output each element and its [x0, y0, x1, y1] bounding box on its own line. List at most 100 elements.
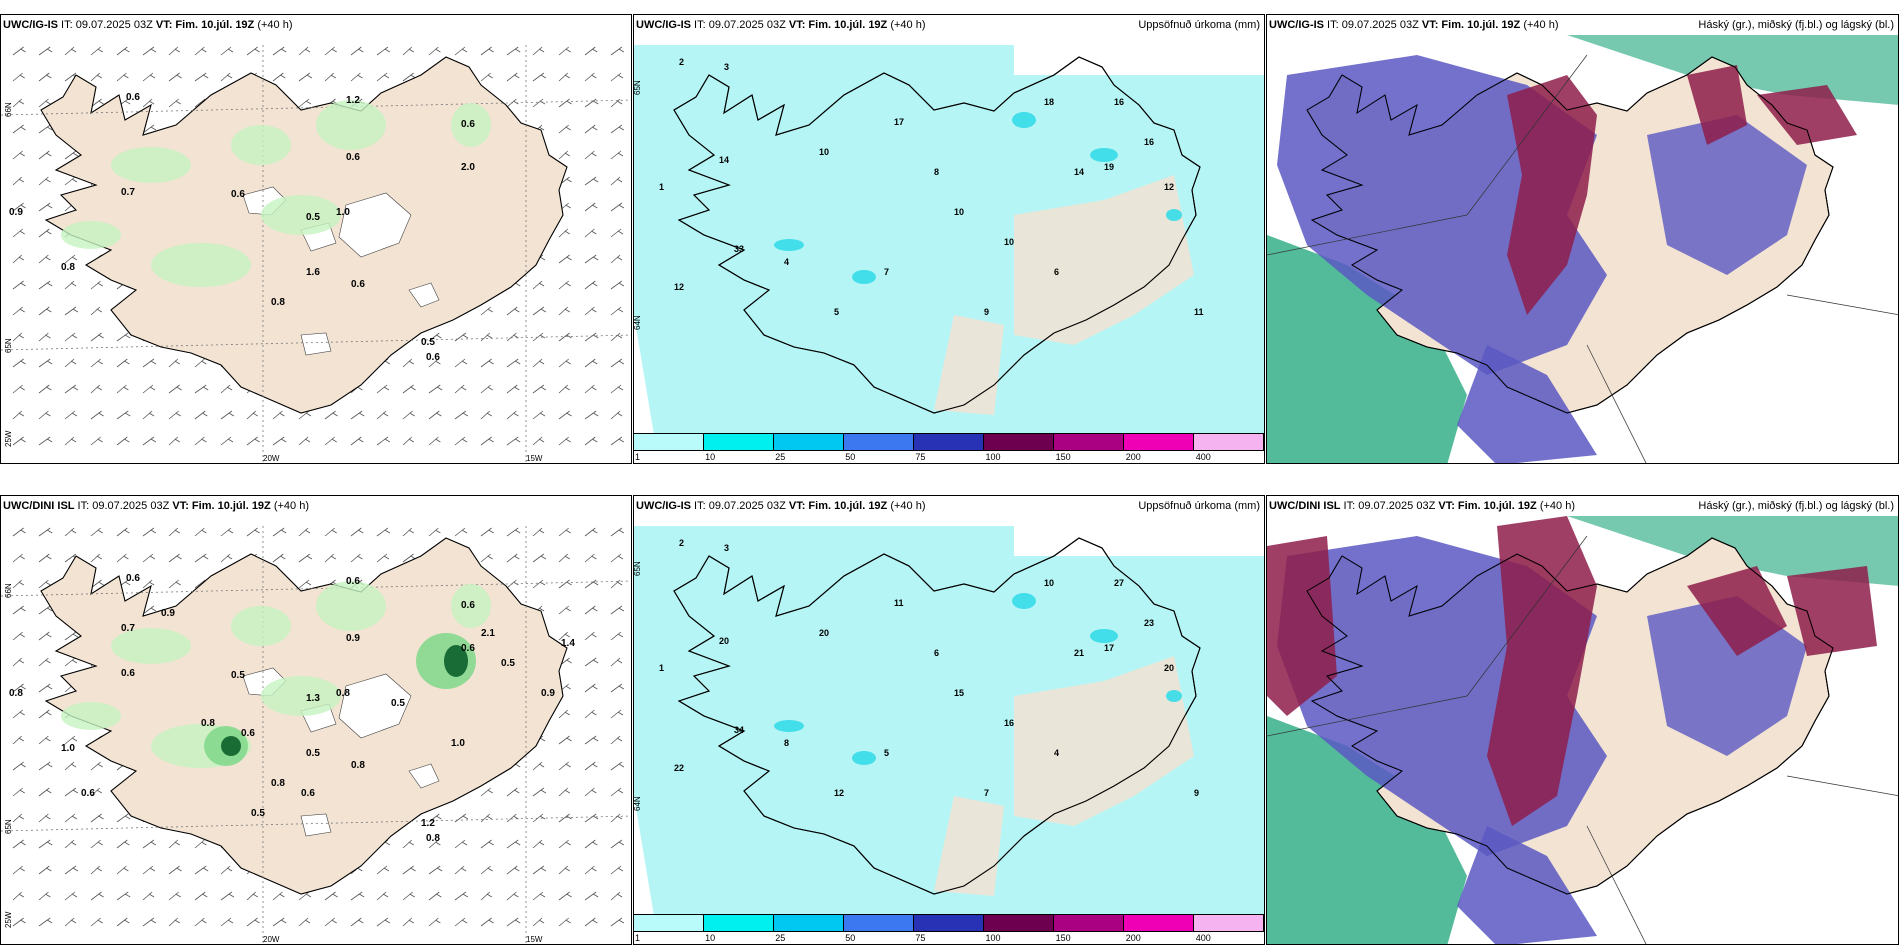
axis-label: 20W — [263, 454, 280, 463]
map-bottom-right — [1267, 496, 1898, 944]
value-label: 1.2 — [346, 95, 360, 106]
panel-title: UWC/DINI ISL IT: 09.07.2025 03Z VT: Fim.… — [3, 500, 309, 512]
value-label: 14 — [1074, 167, 1084, 177]
value-label: 1.3 — [306, 693, 320, 704]
precip-shading-mid — [1166, 690, 1182, 702]
value-label: 10 — [954, 207, 964, 217]
colorbar-tick-label: 100 — [985, 933, 1001, 943]
value-label: 5 — [834, 307, 839, 317]
latitude-gridline — [1, 99, 631, 116]
panel-title: UWC/IG-IS IT: 09.07.2025 03Z VT: Fim. 10… — [636, 19, 926, 31]
value-label: 4 — [784, 257, 789, 267]
glacier-outline — [408, 763, 440, 789]
value-label: 2.1 — [481, 628, 495, 639]
axis-label: 66N — [4, 102, 13, 117]
panel-right-title: Háský (gr.), miðský (fj.bl.) og lágský (… — [1698, 19, 1894, 31]
colorbar-tick-label: 75 — [915, 933, 926, 943]
value-label: 1.2 — [421, 818, 435, 829]
value-label: 10 — [1004, 237, 1014, 247]
value-label: 11 — [894, 598, 904, 608]
value-label: 22 — [674, 763, 684, 773]
colorbar-segment — [704, 915, 774, 931]
colorbar-segment — [1054, 434, 1124, 450]
value-label: 12 — [834, 788, 844, 798]
value-label: 33 — [734, 244, 744, 254]
colorbar-tick-label: 150 — [1055, 933, 1071, 943]
colorbar-segment — [914, 434, 984, 450]
iceland-coastline — [673, 537, 1201, 895]
value-label: 0.9 — [346, 633, 360, 644]
value-label: 6 — [934, 648, 939, 658]
value-label: 0.5 — [501, 658, 515, 669]
mid-cloud-area — [1487, 516, 1597, 826]
axis-label: 64N — [634, 796, 642, 811]
axis-label: 64N — [634, 315, 642, 330]
colorbar-segment — [984, 915, 1054, 931]
value-label: 7 — [884, 267, 889, 277]
colorbar-tick-label: 25 — [775, 452, 786, 462]
map-top-middle: 65N 64N 2 3 1 14 33 12 10 10 14 16 19 12 16 18 17 10 5 7 8 9 4… — [634, 45, 1264, 435]
precip-colorbar-top — [633, 433, 1264, 451]
precip-shading-heavy — [444, 645, 468, 677]
value-label: 2 — [679, 538, 684, 548]
latitude-gridline — [1, 580, 631, 597]
value-label: 9 — [1194, 788, 1199, 798]
precip-shading-mid — [774, 239, 804, 251]
glacier-outline — [408, 282, 440, 308]
panel-right-title: Uppsöfnuð úrkoma (mm) — [1138, 19, 1260, 31]
region-boundary-line — [1786, 775, 1898, 797]
value-label: 8 — [934, 167, 939, 177]
value-label: 0.6 — [461, 600, 475, 611]
low-cloud-area — [1457, 826, 1597, 944]
value-label: 17 — [1104, 643, 1114, 653]
mid-cloud-area — [1787, 566, 1877, 656]
value-label: 0.8 — [201, 718, 215, 729]
value-label: 0.5 — [251, 808, 265, 819]
value-label: 34 — [734, 725, 744, 735]
high-cloud-area — [1267, 716, 1467, 944]
value-label: 6 — [1054, 267, 1059, 277]
value-label: 14 — [719, 155, 729, 165]
value-label: 2 — [679, 57, 684, 67]
region-boundary-line — [1267, 214, 1468, 256]
value-label: 18 — [1044, 97, 1054, 107]
colorbar-segment — [774, 434, 844, 450]
value-label: 8 — [784, 738, 789, 748]
precip-shading-mid — [1090, 148, 1118, 162]
colorbar-tick-label: 400 — [1195, 452, 1211, 462]
value-label: 0.6 — [346, 152, 360, 163]
axis-label: 15W — [526, 454, 543, 463]
value-label: 1.6 — [306, 267, 320, 278]
precip-shading-light — [634, 45, 1264, 435]
dry-land-area — [1014, 656, 1194, 826]
map-top-left: 66N 65N 25W 20W 15W 0.9 0.6 0.7 1.2 0.6 0.6 2.0 0.6 0… — [1, 45, 631, 463]
value-label: 1.0 — [61, 743, 75, 754]
precip-shading-mid — [1090, 629, 1118, 643]
colorbar-tick-label: 25 — [775, 933, 786, 943]
glacier-outline — [338, 673, 412, 739]
precip-shading-light — [231, 606, 291, 646]
latitude-gridline — [1, 815, 631, 832]
region-boundary-line — [1267, 695, 1468, 737]
value-label: 3 — [724, 62, 729, 72]
panel-wind-precip-bottom: 66N 65N 25W 20W 15W 0.8 0.6 0.6 0.6 0.9 0.6 0.6 0.5 1… — [0, 495, 632, 945]
axis-label: 65N — [634, 80, 642, 95]
value-label: 21 — [1074, 648, 1084, 658]
value-label: 0.6 — [346, 576, 360, 587]
value-label: 0.9 — [9, 207, 23, 218]
value-label: 0.7 — [121, 187, 135, 198]
colorbar-tick-label: 200 — [1125, 452, 1141, 462]
precip-shading-mid — [774, 720, 804, 732]
value-label: 0.8 — [61, 262, 75, 273]
precip-shading-light — [151, 243, 251, 287]
precip-shading-mid — [852, 270, 876, 284]
value-label: 12 — [1164, 182, 1174, 192]
value-label: 0.5 — [306, 212, 320, 223]
value-label: 1 — [659, 663, 664, 673]
value-label: 27 — [1114, 578, 1124, 588]
value-label: 10 — [1044, 578, 1054, 588]
precip-shading-light — [261, 195, 341, 235]
colorbar-segment — [634, 915, 704, 931]
value-label: 0.8 — [351, 760, 365, 771]
value-label: 9 — [984, 307, 989, 317]
